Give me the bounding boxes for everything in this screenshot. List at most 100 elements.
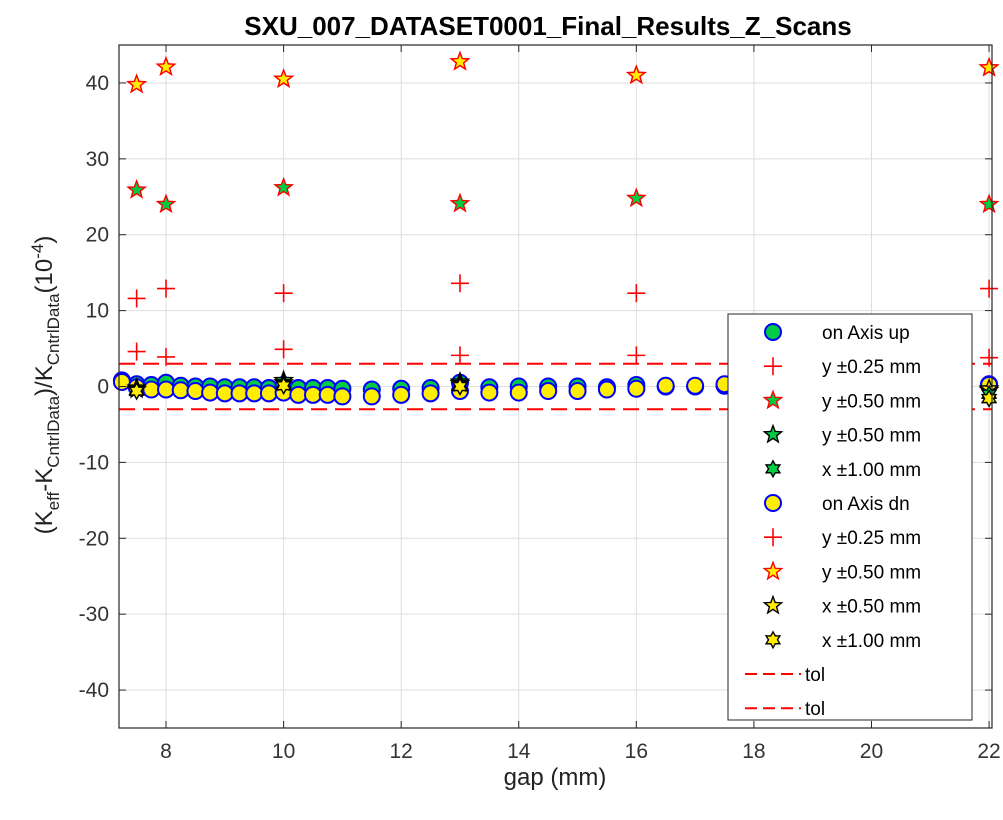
legend-label: y ±0.50 mm: [822, 562, 921, 583]
legend-label: on Axis dn: [822, 494, 910, 515]
data-point: [509, 383, 528, 402]
data-point: [155, 56, 177, 76]
data-point: [289, 385, 308, 404]
data-point: [450, 274, 469, 293]
y-tick-label: 40: [86, 72, 109, 95]
legend-label: x ±1.00 mm: [822, 460, 921, 481]
y-label-close: ): [31, 236, 58, 244]
y-label-mid3: (10: [31, 259, 58, 294]
x-tick-label: 18: [742, 740, 765, 763]
data-point: [597, 380, 616, 399]
y-tick-label: -20: [79, 527, 109, 550]
legend: on Axis up y ±0.25 mm y ±0.50 mm y ±0.50 mm…: [727, 313, 973, 721]
y-tick-label: -30: [79, 603, 109, 626]
data-point: [112, 372, 131, 391]
data-point: [171, 381, 190, 400]
x-tick-label: 16: [625, 740, 648, 763]
y-label-mid2: )/K: [31, 365, 58, 396]
y-tick-label: 0: [97, 376, 109, 399]
data-point: [980, 389, 998, 409]
axis-ticks: 8 10 12 14 16 18 20 22 -40 -30 -20 -10 0 10 20 30 40: [79, 45, 1001, 763]
legend-label: tol: [805, 699, 825, 720]
data-point: [318, 385, 337, 404]
legend-label: tol: [805, 665, 825, 686]
data-point: [273, 68, 295, 89]
data-point: [230, 384, 249, 403]
legend-marker: [762, 423, 784, 444]
legend-label: x ±1.00 mm: [822, 631, 921, 652]
legend-marker: [764, 528, 782, 547]
legend-label: x ±0.50 mm: [822, 597, 921, 618]
y-label-sub-eff: eff: [44, 491, 63, 510]
data-point: [978, 56, 1000, 77]
legend-label: y ±0.50 mm: [822, 391, 921, 412]
y-tick-label: 10: [86, 300, 109, 323]
data-point: [978, 193, 1000, 214]
legend-entry: tol: [745, 665, 825, 686]
data-point: [625, 187, 647, 208]
data-point: [186, 382, 205, 401]
data-point: [274, 284, 293, 303]
data-point: [656, 376, 675, 395]
y-label-open: (K: [31, 510, 58, 534]
legend-entry: y ±0.50 mm: [762, 560, 921, 583]
legend-entry: x ±1.00 mm: [764, 459, 921, 481]
data-point: [980, 348, 999, 367]
data-point: [392, 385, 411, 404]
data-point: [126, 73, 148, 94]
legend-marker: [764, 630, 782, 650]
data-point: [333, 387, 352, 406]
y-tick-label: -10: [79, 451, 109, 474]
legend-marker: [764, 494, 782, 512]
x-tick-label: 8: [160, 740, 172, 763]
data-point: [127, 342, 146, 361]
data-point: [259, 384, 278, 403]
legend-entry: x ±0.50 mm: [762, 594, 921, 618]
y-tick-label: 30: [86, 148, 109, 171]
y-label-sub-cntrl2: CntrlData: [44, 293, 63, 365]
data-point: [157, 279, 176, 298]
data-point: [127, 289, 146, 308]
data-point: [126, 178, 148, 199]
legend-items: on Axis up y ±0.25 mm y ±0.50 mm y ±0.50 mm…: [745, 323, 921, 720]
legend-entry: x ±1.00 mm: [764, 630, 921, 652]
legend-label: y ±0.50 mm: [822, 426, 921, 447]
data-point: [157, 347, 176, 366]
data-point: [245, 384, 264, 403]
legend-marker: [762, 389, 784, 410]
data-point: [157, 380, 176, 399]
legend-entry: on Axis up: [764, 323, 910, 344]
legend-marker: [764, 459, 782, 479]
data-point: [451, 377, 469, 396]
x-axis-label: gap (mm): [504, 764, 607, 791]
x-tick-label: 20: [860, 740, 883, 763]
data-point: [449, 192, 471, 213]
x-tick-label: 14: [507, 740, 531, 763]
data-point: [304, 385, 322, 404]
data-point: [142, 380, 161, 399]
data-point: [155, 193, 177, 214]
legend-marker: [764, 323, 782, 341]
legend-entry: y ±0.25 mm: [764, 528, 921, 549]
legend-entry: tol: [745, 699, 825, 720]
data-point: [362, 387, 381, 406]
data-point: [275, 376, 292, 396]
data-point: [449, 50, 471, 71]
data-point: [627, 346, 646, 365]
x-tick-label: 22: [977, 740, 1000, 763]
data-point: [625, 64, 647, 85]
y-tick-label: -40: [79, 679, 109, 702]
y-tick-label: 20: [86, 224, 109, 247]
legend-label: y ±0.25 mm: [822, 528, 921, 549]
legend-marker: [764, 357, 782, 376]
legend-marker: [762, 560, 784, 581]
legend-entry: y ±0.25 mm: [764, 357, 921, 378]
data-point: [568, 382, 587, 401]
data-point: [273, 176, 295, 197]
data-point: [627, 284, 646, 303]
data-point: [627, 379, 646, 398]
legend-box: [727, 313, 973, 721]
legend-entry: y ±0.50 mm: [762, 389, 921, 412]
data-point: [421, 384, 440, 403]
